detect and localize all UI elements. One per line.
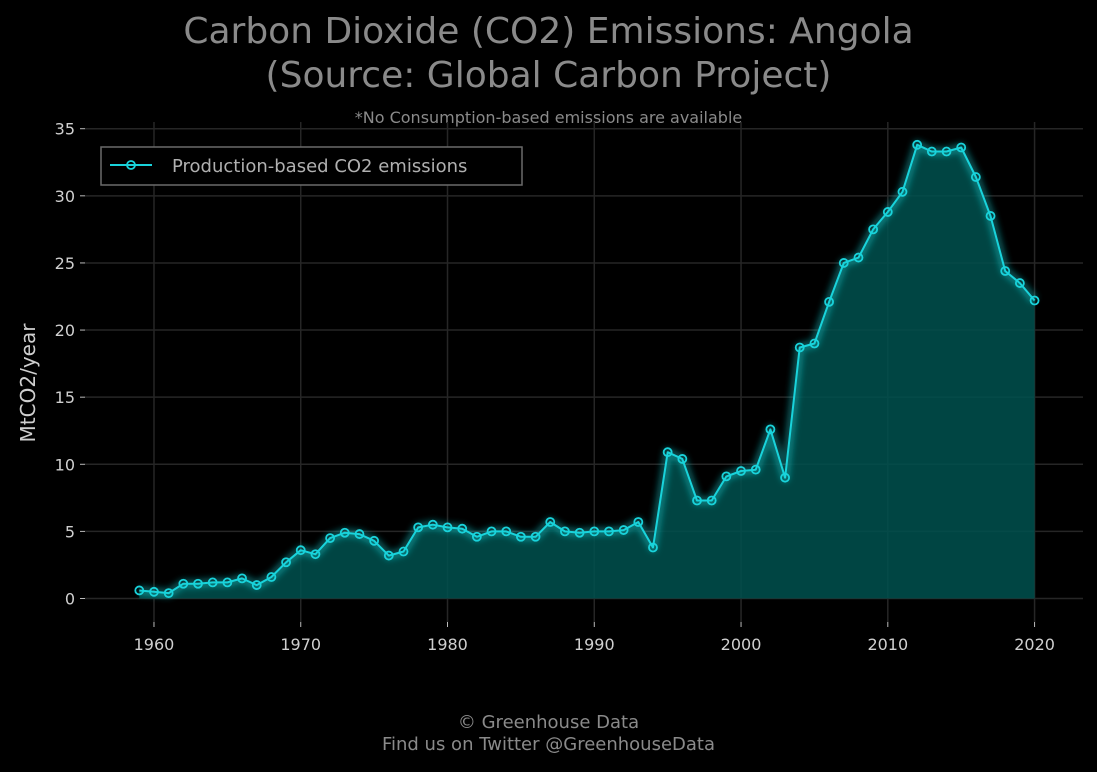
x-tick-label: 1980	[427, 635, 468, 654]
data-point	[149, 586, 159, 597]
chart-title-line-1: Carbon Dioxide (CO2) Emissions: Angola	[183, 11, 914, 52]
data-point	[237, 573, 247, 584]
data-point	[1014, 278, 1025, 288]
legend-marker-icon	[126, 160, 136, 170]
data-point	[897, 186, 908, 197]
x-tick-label: 1970	[280, 635, 321, 654]
chart-title-line-2: (Source: Global Carbon Project)	[265, 55, 832, 96]
data-point	[941, 146, 952, 157]
data-point	[912, 139, 923, 150]
y-tick-label: 35	[55, 120, 75, 139]
tick-label-layer: 0 5 10 15 20 25 30 35 1960 1970 1980 1990 2000 2010 20…	[55, 120, 1055, 654]
data-point	[178, 578, 189, 589]
legend: Production-based CO2 emissions	[100, 146, 523, 186]
data-point	[706, 495, 717, 506]
y-axis-label: MtCO2/year	[16, 323, 40, 443]
y-tick-label: 30	[55, 187, 75, 206]
y-tick-label: 10	[55, 455, 75, 474]
data-point	[750, 464, 761, 475]
data-point	[618, 525, 629, 535]
y-tick-label: 0	[65, 590, 75, 609]
data-point	[560, 526, 570, 537]
data-point	[442, 522, 453, 533]
data-point	[589, 526, 600, 537]
x-tick-label: 2020	[1014, 635, 1055, 654]
x-tick-label: 2000	[721, 635, 762, 654]
data-point	[970, 172, 981, 182]
footer: © Greenhouse Data Find us on Twitter @Gr…	[0, 712, 1097, 756]
data-point	[648, 542, 658, 553]
data-point	[985, 211, 996, 221]
data-point	[794, 342, 805, 353]
data-point	[838, 258, 849, 268]
x-tick-label: 2010	[867, 635, 908, 654]
data-point	[604, 526, 614, 537]
data-point	[427, 519, 438, 530]
data-point	[457, 523, 468, 534]
data-point	[530, 531, 541, 542]
data-point	[207, 577, 218, 588]
data-point	[501, 526, 512, 537]
data-point-layer	[134, 139, 1040, 599]
data-point	[471, 531, 482, 542]
data-point	[574, 527, 585, 538]
y-tick-label: 15	[55, 388, 75, 407]
y-tick-label: 20	[55, 321, 75, 340]
data-point	[295, 545, 306, 556]
data-point	[721, 471, 732, 482]
data-point	[868, 224, 879, 235]
series-area	[139, 144, 1035, 599]
data-point	[325, 533, 335, 544]
legend-box	[100, 146, 523, 186]
data-point	[398, 546, 409, 557]
y-tick-label: 5	[65, 522, 75, 541]
data-point	[692, 495, 702, 506]
data-point	[281, 557, 291, 568]
data-point	[956, 142, 967, 153]
data-point	[809, 338, 820, 349]
data-point	[310, 549, 321, 560]
data-point	[266, 572, 277, 582]
data-point	[853, 252, 864, 263]
data-point	[765, 424, 776, 435]
data-point	[193, 578, 203, 589]
data-point	[354, 529, 365, 539]
data-point	[369, 535, 380, 546]
data-point	[736, 466, 746, 476]
data-point	[515, 531, 526, 542]
data-point	[486, 526, 497, 537]
data-point	[134, 585, 145, 596]
x-tick-label: 1960	[134, 635, 175, 654]
x-tick-label: 1990	[574, 635, 615, 654]
data-point	[926, 146, 937, 157]
data-point	[633, 517, 644, 527]
data-point	[339, 527, 350, 538]
legend-label: Production-based CO2 emissions	[172, 156, 467, 177]
data-point	[251, 580, 262, 590]
footer-twitter: Find us on Twitter @GreenhouseData	[381, 734, 716, 755]
data-point	[662, 447, 673, 458]
area-fill-layer	[139, 144, 1035, 599]
chart-subtitle: *No Consumption-based emissions are avai…	[354, 108, 743, 127]
data-point	[882, 207, 893, 217]
data-point	[383, 550, 394, 561]
y-tick-label: 25	[55, 254, 75, 273]
data-point	[163, 588, 174, 599]
chart-title: Carbon Dioxide (CO2) Emissions: Angola (…	[0, 10, 1097, 98]
data-point	[1029, 295, 1040, 306]
data-point	[222, 577, 233, 588]
data-point	[824, 296, 834, 307]
footer-copyright: © Greenhouse Data	[457, 712, 640, 733]
data-point	[677, 454, 688, 464]
data-point	[780, 472, 790, 483]
data-point	[545, 517, 556, 527]
data-point	[1000, 266, 1011, 276]
data-point	[413, 522, 424, 533]
